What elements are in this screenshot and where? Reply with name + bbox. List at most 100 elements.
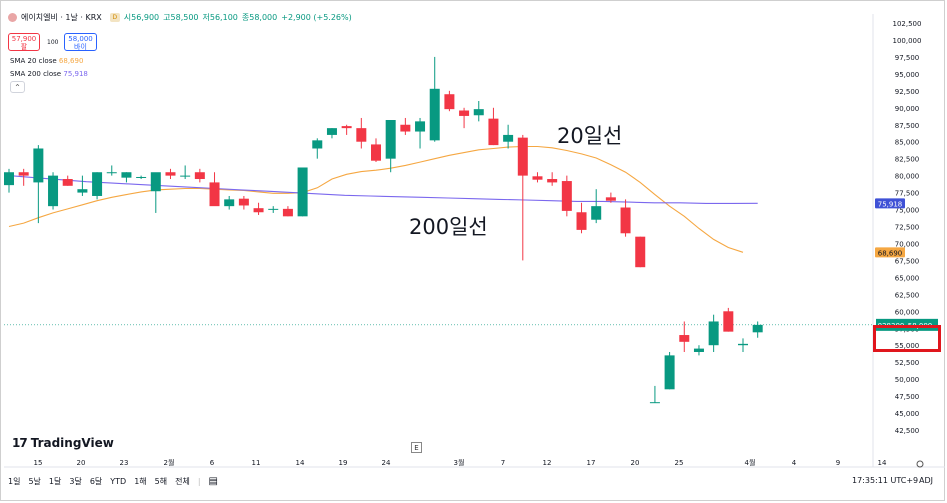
candle[interactable] <box>679 321 690 352</box>
candle-body <box>48 175 59 207</box>
candle[interactable] <box>429 56 440 142</box>
candle[interactable] <box>165 168 176 180</box>
candle[interactable] <box>268 206 279 213</box>
candle[interactable] <box>48 172 59 210</box>
candle[interactable] <box>738 338 748 352</box>
candle[interactable] <box>473 101 484 122</box>
y-tick-label: 52,500 <box>895 359 920 367</box>
candle[interactable] <box>92 172 103 200</box>
x-tick-label: 23 <box>120 459 129 467</box>
sell-button[interactable]: 57,900 팔 <box>8 33 40 51</box>
candle[interactable] <box>356 117 367 149</box>
x-tick-label: 15 <box>34 459 43 467</box>
sma20-value: 68,690 <box>58 57 84 65</box>
candle[interactable] <box>400 117 411 135</box>
candle[interactable] <box>253 202 264 215</box>
x-tick-label: 12 <box>543 459 552 467</box>
candle[interactable] <box>561 175 572 217</box>
candle[interactable] <box>532 172 543 183</box>
candle[interactable] <box>209 172 220 207</box>
x-tick-label: 6 <box>210 459 215 467</box>
candle[interactable] <box>752 321 763 338</box>
range-5d[interactable]: 5날 <box>28 477 41 486</box>
candle[interactable] <box>620 199 631 237</box>
candle[interactable] <box>459 107 470 129</box>
x-tick-label: 17 <box>587 459 596 467</box>
candle-body <box>723 311 734 332</box>
candle[interactable] <box>150 172 161 213</box>
candle-body <box>473 109 484 116</box>
candle[interactable] <box>312 138 323 159</box>
range-3m[interactable]: 3달 <box>69 477 82 486</box>
candle[interactable] <box>326 128 337 139</box>
y-tick-label: 42,500 <box>895 427 920 435</box>
candle[interactable] <box>341 124 352 135</box>
x-tick-label: 11 <box>252 459 261 467</box>
candle[interactable] <box>415 117 426 149</box>
candle[interactable] <box>591 189 602 224</box>
candle[interactable] <box>77 175 88 196</box>
sma200-legend[interactable]: SMA 200 close 75,918 <box>10 70 88 78</box>
candle[interactable] <box>224 195 235 210</box>
candle[interactable] <box>635 236 646 268</box>
range-toolbar: 1일 5날 1달 3달 6달 YTD 1해 5해 전체 | ▤ <box>8 476 218 487</box>
candle[interactable] <box>547 172 558 186</box>
range-1y[interactable]: 1해 <box>134 477 147 486</box>
y-tick-label: 47,500 <box>895 393 920 401</box>
buy-button[interactable]: 58,000 바이 <box>64 33 97 51</box>
candle-body <box>503 134 514 142</box>
x-tick-label: 14 <box>878 459 887 467</box>
candle[interactable] <box>371 138 381 163</box>
range-ytd[interactable]: YTD <box>110 477 127 486</box>
candle[interactable] <box>517 134 528 261</box>
settings-gear-icon[interactable] <box>916 460 924 468</box>
range-1d[interactable]: 1일 <box>8 477 21 486</box>
clock[interactable]: 17:35:11 UTC+9 <box>852 476 919 485</box>
candle[interactable] <box>18 168 29 186</box>
sma20-legend[interactable]: SMA 20 close 68,690 <box>10 57 83 65</box>
candle-body <box>341 126 352 129</box>
candle[interactable] <box>576 202 587 234</box>
candle-body <box>136 176 147 178</box>
candle[interactable] <box>238 195 249 210</box>
candle[interactable] <box>605 192 616 203</box>
symbol-title[interactable]: 에이치엘비 · 1날 · KRX <box>21 13 102 22</box>
y-tick-label: 82,500 <box>895 156 920 164</box>
candle[interactable] <box>33 145 44 224</box>
collapse-legend-button[interactable]: ⌃ <box>10 81 25 93</box>
tradingview-text: TradingView <box>30 436 114 450</box>
sma200-axis-tag: 75,918 <box>878 200 903 208</box>
x-tick-label: 2월 <box>164 458 175 467</box>
adj-toggle[interactable]: ADJ <box>919 476 933 485</box>
candle[interactable] <box>723 307 734 332</box>
calendar-icon[interactable]: ▤ <box>208 476 218 487</box>
range-6m[interactable]: 6달 <box>89 477 103 486</box>
range-1m[interactable]: 1달 <box>48 477 62 486</box>
candle[interactable] <box>488 107 499 146</box>
candle[interactable] <box>444 90 455 112</box>
candle[interactable] <box>708 314 719 352</box>
candle[interactable] <box>121 172 132 183</box>
candle[interactable] <box>180 165 191 180</box>
candle-body <box>708 321 719 346</box>
y-tick-label: 75,000 <box>895 207 920 215</box>
candle[interactable] <box>194 168 205 183</box>
candle[interactable] <box>4 168 14 193</box>
candle[interactable] <box>664 351 675 390</box>
range-all[interactable]: 전체 <box>175 477 190 486</box>
range-5y[interactable]: 5해 <box>154 477 168 486</box>
y-tick-label: 62,500 <box>895 291 920 299</box>
candle[interactable] <box>106 165 117 176</box>
earnings-marker[interactable]: E <box>411 442 422 453</box>
candle[interactable] <box>385 120 396 173</box>
candle[interactable] <box>503 124 514 149</box>
candle[interactable] <box>136 175 147 180</box>
candle[interactable] <box>649 385 660 404</box>
candle[interactable] <box>693 345 704 356</box>
candle[interactable] <box>297 167 308 217</box>
candle[interactable] <box>282 206 293 217</box>
candle-body <box>385 120 396 159</box>
candle[interactable] <box>62 175 73 186</box>
candle-body <box>738 343 748 346</box>
